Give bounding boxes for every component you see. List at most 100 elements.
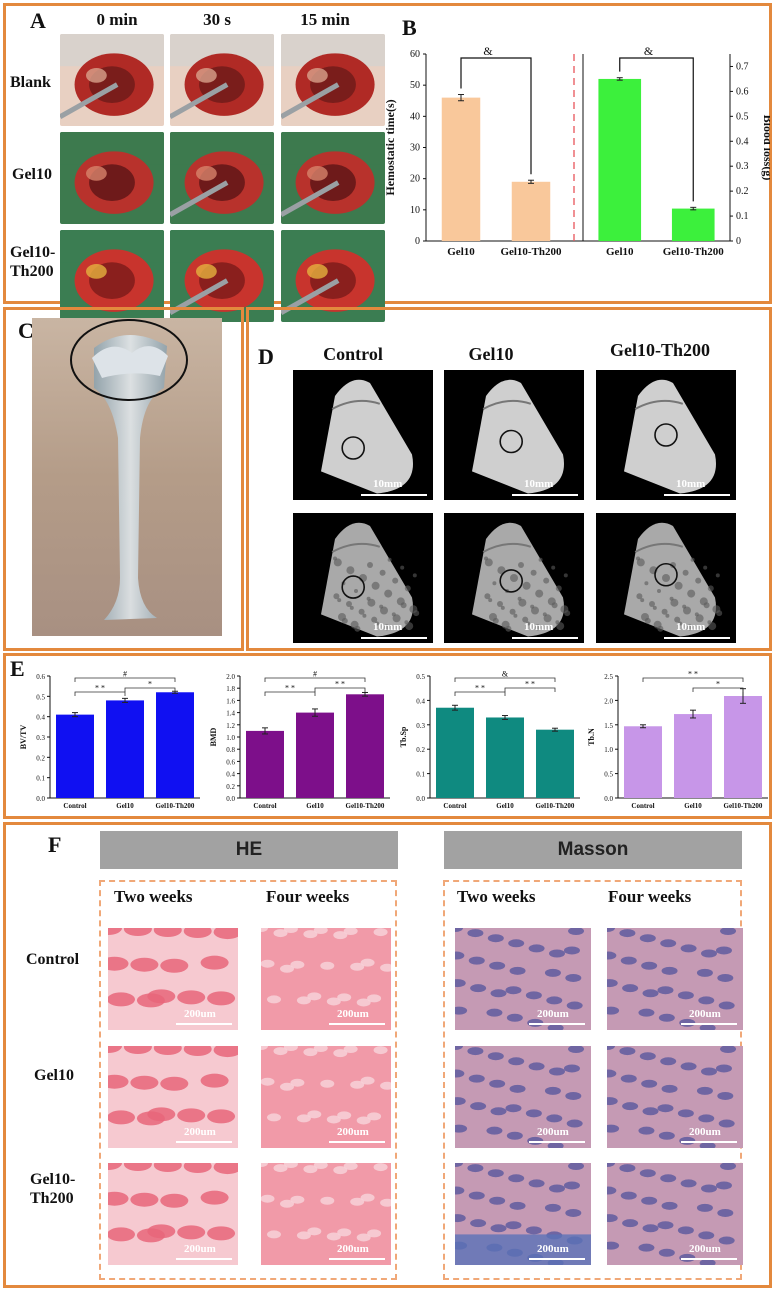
significance-bracket — [504, 687, 556, 692]
y-tick-label: 0.4 — [226, 771, 235, 779]
histology-r1-c1: 200um — [261, 1046, 391, 1148]
scale-bar — [512, 637, 578, 639]
x-tick-label: Gel10 — [684, 802, 702, 810]
scale-bar — [529, 1141, 585, 1143]
significance-bracket — [460, 57, 532, 175]
scale-bar — [176, 1023, 232, 1025]
panel-f-label: F — [48, 832, 62, 857]
panel-a-row-0: Blank — [10, 74, 51, 91]
scale-label: 200um — [337, 1243, 369, 1255]
y-tick-label: 0.3 — [416, 722, 425, 730]
y-tick-label: 0.5 — [416, 673, 425, 681]
scale-label: 200um — [337, 1008, 369, 1020]
significance-label: & — [644, 44, 654, 58]
x-tick-label: Control — [443, 802, 466, 810]
significance-bracket — [642, 677, 744, 682]
scale-label: 200um — [337, 1126, 369, 1138]
y-tick-label: 0.2 — [416, 746, 425, 754]
y-axis-label: Tb.N — [587, 728, 596, 746]
x-tick-label: Gel10 — [606, 246, 634, 258]
y-tick-label: 0.8 — [226, 746, 235, 754]
significance-label: * * — [285, 684, 295, 693]
y-tick-label: 40 — [410, 111, 420, 122]
scale-bar — [681, 1141, 737, 1143]
significance-label: * — [716, 680, 720, 689]
significance-label: & — [502, 670, 509, 679]
bar-gel10-th200 — [156, 692, 194, 798]
scale-label: 200um — [184, 1243, 216, 1255]
significance-bracket — [619, 57, 694, 202]
panel-e-frame — [3, 653, 772, 819]
x-tick-label: Gel10 — [116, 802, 134, 810]
y-tick-label: 1.8 — [226, 685, 235, 693]
y-tick-label: 2.5 — [604, 673, 613, 681]
surgery-photo-r1-c2 — [281, 132, 385, 224]
tibia-specimen-photo — [32, 318, 222, 636]
scale-label: 10mm — [373, 478, 403, 490]
stain-header-masson: Masson — [444, 831, 742, 869]
scale-bar — [664, 494, 730, 496]
panel-d-frame — [246, 307, 772, 651]
scale-bar — [664, 637, 730, 639]
panel-f-row-2: Gel10- Th200 — [30, 1171, 76, 1207]
y-tick-label: 2.0 — [604, 697, 613, 705]
significance-bracket — [74, 691, 126, 696]
y-tick-label: 20 — [410, 174, 420, 185]
x-tick-label: Gel10 — [496, 802, 514, 810]
panel-a-row-1: Gel10 — [12, 166, 52, 183]
y-tick-label: 0.7 — [736, 61, 749, 72]
y-tick-label: 60 — [410, 49, 420, 60]
significance-bracket — [692, 687, 744, 692]
x-tick-label: Gel10-Th200 — [724, 802, 763, 810]
chart-bvtv: 0.0 0.1 0.2 0.3 0.4 0.5 0.6 Control Gel10 Gel10-T… — [19, 670, 200, 810]
panel-b-label: B — [402, 15, 417, 40]
x-tick-label: Gel10 — [306, 802, 324, 810]
y-tick-label: 0.5 — [736, 111, 749, 122]
x-tick-label: Gel10 — [447, 246, 475, 258]
surgery-photo-r2-c2 — [281, 230, 385, 322]
y-tick-label: 0.2 — [36, 754, 45, 762]
scale-label: 200um — [537, 1126, 569, 1138]
y-tick-label: 0.6 — [226, 758, 235, 766]
surgery-photo-r2-c1 — [170, 230, 274, 322]
histology-r0-c1: 200um — [261, 928, 391, 1030]
scale-bar — [176, 1258, 232, 1260]
scale-bar — [681, 1023, 737, 1025]
scale-label: 10mm — [676, 621, 706, 633]
scale-label: 10mm — [373, 621, 403, 633]
y-tick-label: 1.2 — [226, 722, 235, 730]
bar-gel10 — [674, 714, 712, 798]
chart-tbsp: 0.0 0.1 0.2 0.3 0.4 0.5 Control Gel10 Gel10-Th20… — [399, 670, 580, 810]
he-time-two-weeks: Two weeks — [114, 887, 193, 906]
scale-bar — [329, 1023, 385, 1025]
scale-bar — [529, 1023, 585, 1025]
microct-scan-r0-c1: 10mm — [444, 370, 584, 500]
he-dashed-box — [99, 880, 397, 1280]
scale-label: 200um — [689, 1008, 721, 1020]
bar-gel10-th200 — [536, 729, 574, 798]
histology-r1-c2: 200um — [455, 1046, 591, 1148]
y-axis-label: Tb.Sp — [399, 726, 408, 747]
region-circle — [499, 429, 523, 454]
scale-label: 200um — [184, 1126, 216, 1138]
y-tick-label: 1.6 — [226, 697, 235, 705]
panel-f-frame — [3, 822, 772, 1288]
histology-r1-c3: 200um — [607, 1046, 743, 1148]
y-tick-label: 0.4 — [416, 697, 425, 705]
y-tick-label: 0.0 — [36, 795, 45, 803]
panel-f-row-1: Gel10 — [34, 1067, 74, 1084]
significance-label: * * — [335, 680, 345, 689]
scale-bar — [329, 1141, 385, 1143]
microct-scan-r1-c2: 10mm — [596, 513, 736, 643]
bar-control — [246, 730, 284, 798]
histology-r0-c3: 200um — [607, 928, 743, 1030]
y-tick-label: 30 — [410, 143, 420, 154]
y-tick-label: 0.0 — [604, 795, 613, 803]
bar-gel10 — [296, 712, 334, 798]
x-tick-label: Control — [253, 802, 276, 810]
x-tick-label: Control — [63, 802, 86, 810]
masson-time-four-weeks: Four weeks — [608, 887, 692, 906]
y-tick-label: 0.1 — [416, 771, 425, 779]
histology-r2-c2: 200um — [455, 1163, 591, 1265]
bar-gel10 — [106, 700, 144, 798]
